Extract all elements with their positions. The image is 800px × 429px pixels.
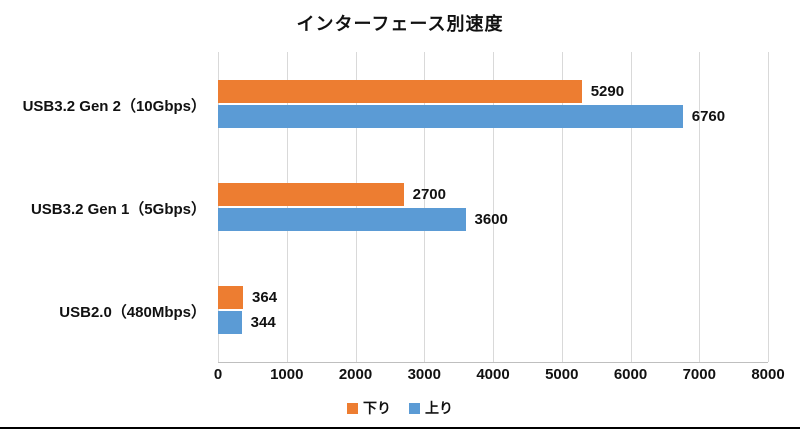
bar-下り-0 — [218, 79, 582, 103]
gridline — [630, 52, 632, 362]
category-label: USB2.0（480Mbps） — [59, 304, 206, 322]
x-tick-label: 6000 — [613, 366, 648, 383]
bar-上り-2 — [218, 311, 242, 335]
category-label: USB3.2 Gen 2（10Gbps） — [22, 97, 206, 115]
legend-label: 上り — [425, 400, 453, 416]
value-axis: 0 1000 2000 3000 4000 5000 6000 7000 8000 — [214, 366, 785, 386]
bar-value-label: 5290 — [590, 82, 625, 100]
legend-item-上り: 上り — [409, 398, 453, 418]
legend-swatch — [409, 402, 420, 414]
bar-上り-0 — [218, 104, 683, 128]
legend: 下り 上り — [0, 397, 800, 419]
legend-item-下り: 下り — [347, 398, 391, 418]
bar-上り-1 — [218, 208, 466, 231]
x-tick-label: 7000 — [682, 366, 716, 383]
bar-value-label: 364 — [252, 289, 278, 307]
gridline — [493, 52, 494, 362]
bar-value-label: 3600 — [474, 211, 508, 228]
bar-value-label: 2700 — [412, 186, 446, 203]
x-tick-label: 1000 — [270, 366, 304, 383]
legend-label: 下り — [363, 400, 391, 416]
bar-value-label: 344 — [250, 314, 276, 332]
x-tick-label: 8000 — [751, 366, 785, 383]
chart-title: インターフェース別速度 — [296, 14, 504, 34]
x-tick-label: 5000 — [545, 366, 579, 383]
gridline — [355, 52, 357, 362]
category-label: USB3.2 Gen 1（5Gbps） — [30, 201, 206, 218]
category-axis: USB3.2 Gen 2（10Gbps） USB3.2 Gen 1（5Gbps） U… — [0, 52, 206, 362]
gridline — [286, 52, 288, 362]
gridline — [218, 52, 219, 362]
x-tick-label: 3000 — [407, 366, 441, 383]
x-tick-label: 2000 — [338, 366, 373, 383]
bar-下り-2 — [218, 286, 244, 310]
bar-value-label: 6760 — [691, 107, 726, 125]
plot-area: 5290 6760 2700 3600 364 344 — [218, 52, 769, 363]
bar-下り-1 — [218, 183, 404, 206]
x-tick-label: 4000 — [476, 366, 510, 383]
gridline — [699, 52, 701, 362]
gridline — [768, 52, 769, 362]
gridline — [424, 52, 426, 362]
legend-swatch — [347, 402, 358, 414]
gridline — [561, 52, 563, 362]
x-tick-label: 0 — [213, 366, 223, 383]
